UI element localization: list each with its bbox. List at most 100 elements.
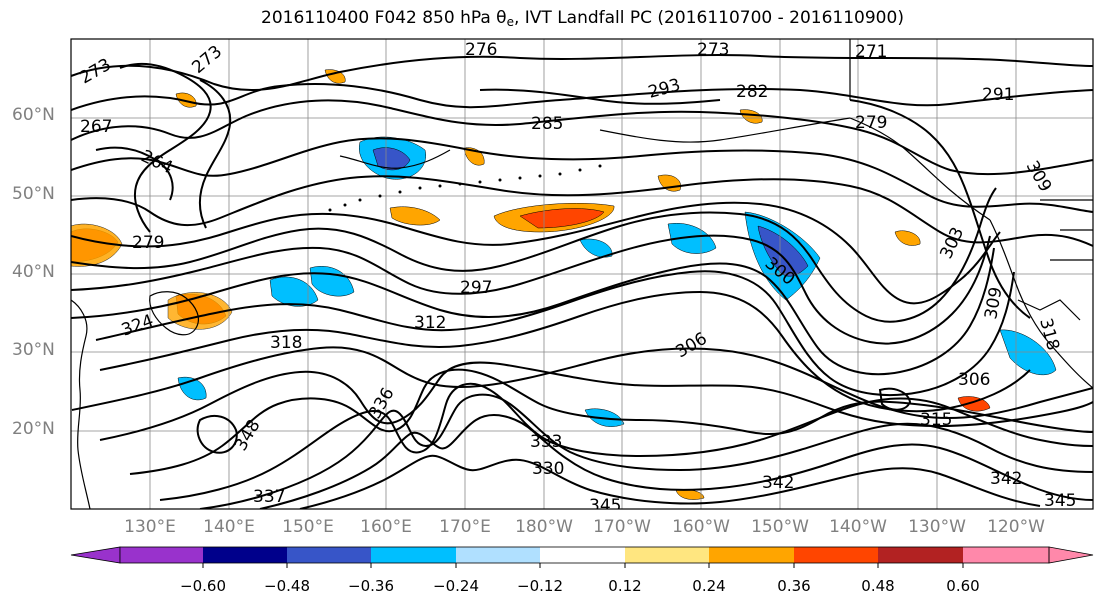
- contour: [95, 146, 174, 201]
- contour-label: 342: [990, 469, 1022, 489]
- colorbar-tick-label: 0.24: [692, 577, 726, 595]
- lon-label-180w: 180°W: [515, 517, 573, 537]
- anomaly-red-2: [519, 208, 605, 229]
- lon-label-130e: 130°E: [124, 517, 176, 537]
- coastline: [71, 299, 91, 509]
- contour-label: 279: [132, 233, 164, 253]
- coastlines: [71, 39, 1093, 509]
- contour: [71, 234, 991, 345]
- contour-label: 285: [531, 114, 563, 134]
- aleutian-islands: [328, 164, 602, 212]
- colorbar: [70, 546, 1094, 568]
- contour: [95, 270, 1015, 397]
- lon-label-140e: 140°E: [203, 517, 255, 537]
- lon-label-160w: 160°W: [672, 517, 730, 537]
- contour: [71, 187, 997, 323]
- lat-label-20n: 20°N: [12, 419, 55, 439]
- colorbar-tick-label: −0.48: [264, 577, 310, 595]
- title-prefix: 2016110400 F042 850 hPa θ: [261, 8, 507, 28]
- lon-label-160e: 160°E: [360, 517, 412, 537]
- contour: [71, 82, 1093, 111]
- contour-label: 345: [589, 496, 621, 516]
- contour: [119, 62, 212, 233]
- anomaly-orange-3: [389, 206, 441, 226]
- colorbar-bin: [120, 547, 203, 563]
- coastline: [849, 117, 991, 221]
- contour-label: 312: [414, 313, 446, 333]
- colorbar-bin: [963, 547, 1049, 563]
- lon-label-170e: 170°E: [439, 517, 491, 537]
- anomaly-blue-1b: [372, 147, 411, 171]
- colorbar-tick-label: 0.48: [861, 577, 895, 595]
- contour-label: 267: [80, 117, 112, 137]
- contour-label: 318: [270, 333, 302, 353]
- contour: [878, 387, 912, 411]
- lon-label-140w: 140°W: [829, 517, 887, 537]
- coastline: [149, 291, 199, 336]
- contour: [71, 346, 1093, 420]
- coastline: [1017, 299, 1081, 321]
- contour-label: 273: [697, 40, 729, 60]
- contour: [199, 393, 1093, 509]
- colorbar-border: [119, 546, 1050, 564]
- coastline: [989, 219, 1093, 389]
- lon-label-150w: 150°W: [751, 517, 809, 537]
- colorbar-tick-label: −0.12: [517, 577, 563, 595]
- contour: [849, 99, 1031, 319]
- contour-label: 276: [465, 40, 497, 60]
- contour: [99, 361, 1093, 441]
- colorbar-bin: [625, 547, 709, 563]
- lat-label-60n: 60°N: [12, 105, 55, 125]
- lon-label-120w: 120°W: [987, 517, 1045, 537]
- anomaly-blue-4: [667, 222, 717, 254]
- colorbar-bin: [371, 547, 456, 563]
- colorbar-extend-left: [70, 546, 121, 564]
- colorbar-tick-label: −0.36: [348, 577, 394, 595]
- colorbar-extend-right: [1048, 546, 1094, 564]
- lat-label-30n: 30°N: [12, 340, 55, 360]
- title-suffix: , IVT Landfall PC (2016110700 - 20161109…: [513, 8, 904, 28]
- contour-label: 315: [920, 410, 952, 430]
- title-subscript: e: [506, 15, 514, 29]
- contour-label: 282: [736, 82, 768, 102]
- contour-label: 297: [460, 278, 492, 298]
- colorbar-tick-label: −0.24: [433, 577, 479, 595]
- contour-label: 279: [855, 113, 887, 133]
- colorbar-bin: [456, 547, 540, 563]
- contour: [71, 54, 1093, 91]
- colorbar-tick-label: 0.60: [946, 577, 980, 595]
- anomaly-blue-14: [579, 238, 613, 258]
- map-border: [70, 38, 1094, 510]
- coastline: [1040, 199, 1093, 261]
- coastline: [339, 149, 451, 169]
- colorbar-bin: [287, 547, 371, 563]
- colorbar-tick-label: −0.60: [180, 577, 226, 595]
- contour: [299, 454, 1041, 509]
- lon-label-170w: 170°W: [593, 517, 651, 537]
- contour-label: 271: [855, 42, 887, 62]
- contour: [129, 368, 1093, 475]
- colorbar-tick-label: 0.36: [777, 577, 811, 595]
- colorbar-bin: [794, 547, 878, 563]
- map-content: 273 276 273 271 273 267 264 279 285 282 …: [71, 39, 1093, 516]
- anomaly-orange-west: [71, 223, 123, 267]
- contour: [71, 247, 995, 376]
- contour-label: 333: [530, 432, 562, 452]
- anomaly-orange-15: [739, 109, 763, 124]
- anomaly-orange-13: [894, 230, 921, 246]
- contour-label: 330: [532, 459, 564, 479]
- contour-label: 342: [762, 473, 794, 493]
- contour: [71, 137, 1093, 213]
- lat-label-40n: 40°N: [12, 262, 55, 282]
- lon-label-150e: 150°E: [282, 517, 334, 537]
- contour: [196, 414, 238, 454]
- colorbar-ticks: [202, 563, 964, 568]
- contour: [479, 88, 721, 105]
- anomaly-blue-5: [269, 276, 319, 307]
- colorbar-tick-label: 0.12: [608, 577, 642, 595]
- contour-label: 291: [982, 85, 1014, 105]
- coastline: [599, 117, 851, 143]
- colorbar-bin: [709, 547, 794, 563]
- lon-label-130w: 130°W: [908, 517, 966, 537]
